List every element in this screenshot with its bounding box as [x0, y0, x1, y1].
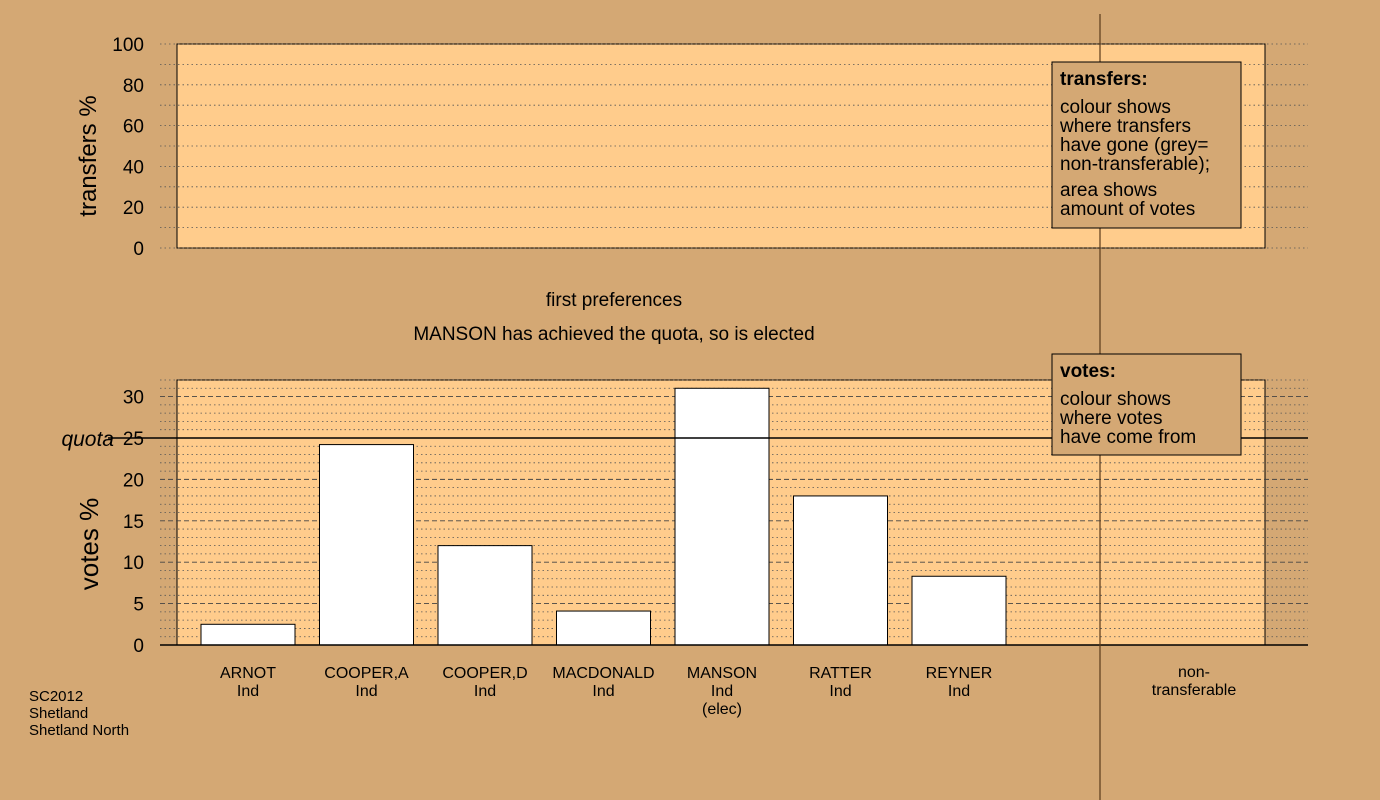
election-info-line: Shetland: [29, 705, 88, 722]
transfers-tick-label: 80: [123, 76, 144, 97]
votes-legend-box: [1051, 353, 1242, 456]
candidate-label: Ind: [474, 683, 496, 700]
vote-bar: [200, 623, 296, 646]
election-info-line: Shetland North: [29, 722, 129, 739]
election-info-line: SC2012: [29, 688, 83, 705]
votes-axis-label: votes %: [74, 498, 104, 591]
votes-legend-title: votes:: [1060, 361, 1116, 382]
transfers-legend-line: where transfers: [1059, 116, 1191, 137]
candidate-label: Ind: [829, 683, 851, 700]
transfers-legend-line: area shows: [1060, 180, 1157, 201]
candidate-label: ARNOT: [220, 665, 276, 682]
vote-bar: [911, 575, 1007, 646]
vote-bar: [319, 444, 414, 646]
transfers-legend-title: transfers:: [1060, 69, 1148, 90]
candidate-label: COOPER,A: [324, 665, 409, 682]
non-transferable-label: non-: [1178, 664, 1210, 681]
transfers-legend-box: [1051, 61, 1242, 229]
votes-legend-line: have come from: [1060, 427, 1196, 448]
non-transferable-label: transferable: [1152, 682, 1237, 699]
transfers-tick-label: 0: [133, 239, 144, 260]
vote-bar: [674, 387, 770, 646]
votes-legend-line: colour shows: [1060, 389, 1171, 410]
status-message: MANSON has achieved the quota, so is ele…: [413, 324, 814, 345]
candidate-labels: ARNOTIndCOOPER,AIndCOOPER,DIndMACDONALDI…: [220, 664, 1236, 718]
votes-bars: [200, 387, 1007, 646]
votes-tick-label: 10: [123, 553, 144, 574]
transfers-tick-label: 40: [123, 157, 144, 178]
votes-legend-line: where votes: [1059, 408, 1162, 429]
votes-tick-label: 25: [123, 429, 144, 450]
vote-bar: [437, 545, 533, 646]
candidate-label: REYNER: [926, 665, 993, 682]
transfers-tick-label: 100: [112, 35, 144, 56]
candidate-label: MACDONALD: [552, 665, 654, 682]
votes-tick-label: 15: [123, 512, 144, 533]
candidate-label: (elec): [702, 701, 742, 718]
vote-bar: [793, 495, 888, 646]
transfers-legend-line: have gone (grey=: [1060, 135, 1208, 156]
transfers-legend-line: amount of votes: [1060, 199, 1195, 220]
transfers-tick-label: 60: [123, 117, 144, 138]
transfers-axis-label: transfers %: [75, 95, 102, 216]
candidate-label: Ind: [592, 683, 614, 700]
candidate-label: Ind: [355, 683, 377, 700]
votes-tick-label: 30: [123, 388, 144, 409]
candidate-label: RATTER: [809, 665, 872, 682]
candidate-label: Ind: [237, 683, 259, 700]
candidate-label: Ind: [948, 683, 970, 700]
stage-title: first preferences: [546, 290, 682, 311]
votes-y-ticks: 0 5 10 15 20 25 30: [123, 388, 144, 657]
transfers-y-ticks: 0 20 40 60 80 100: [112, 35, 144, 260]
transfers-legend-line: non-transferable);: [1060, 154, 1210, 175]
votes-tick-label: 5: [133, 595, 144, 616]
votes-tick-label: 0: [133, 636, 144, 657]
candidate-label: MANSON: [687, 665, 757, 682]
transfers-legend-line: colour shows: [1060, 97, 1171, 118]
transfers-tick-label: 20: [123, 198, 144, 219]
candidate-label: COOPER,D: [442, 665, 527, 682]
quota-label: quota: [61, 428, 114, 451]
votes-tick-label: 20: [123, 470, 144, 491]
candidate-label: Ind: [711, 683, 733, 700]
vote-bar: [556, 610, 651, 646]
